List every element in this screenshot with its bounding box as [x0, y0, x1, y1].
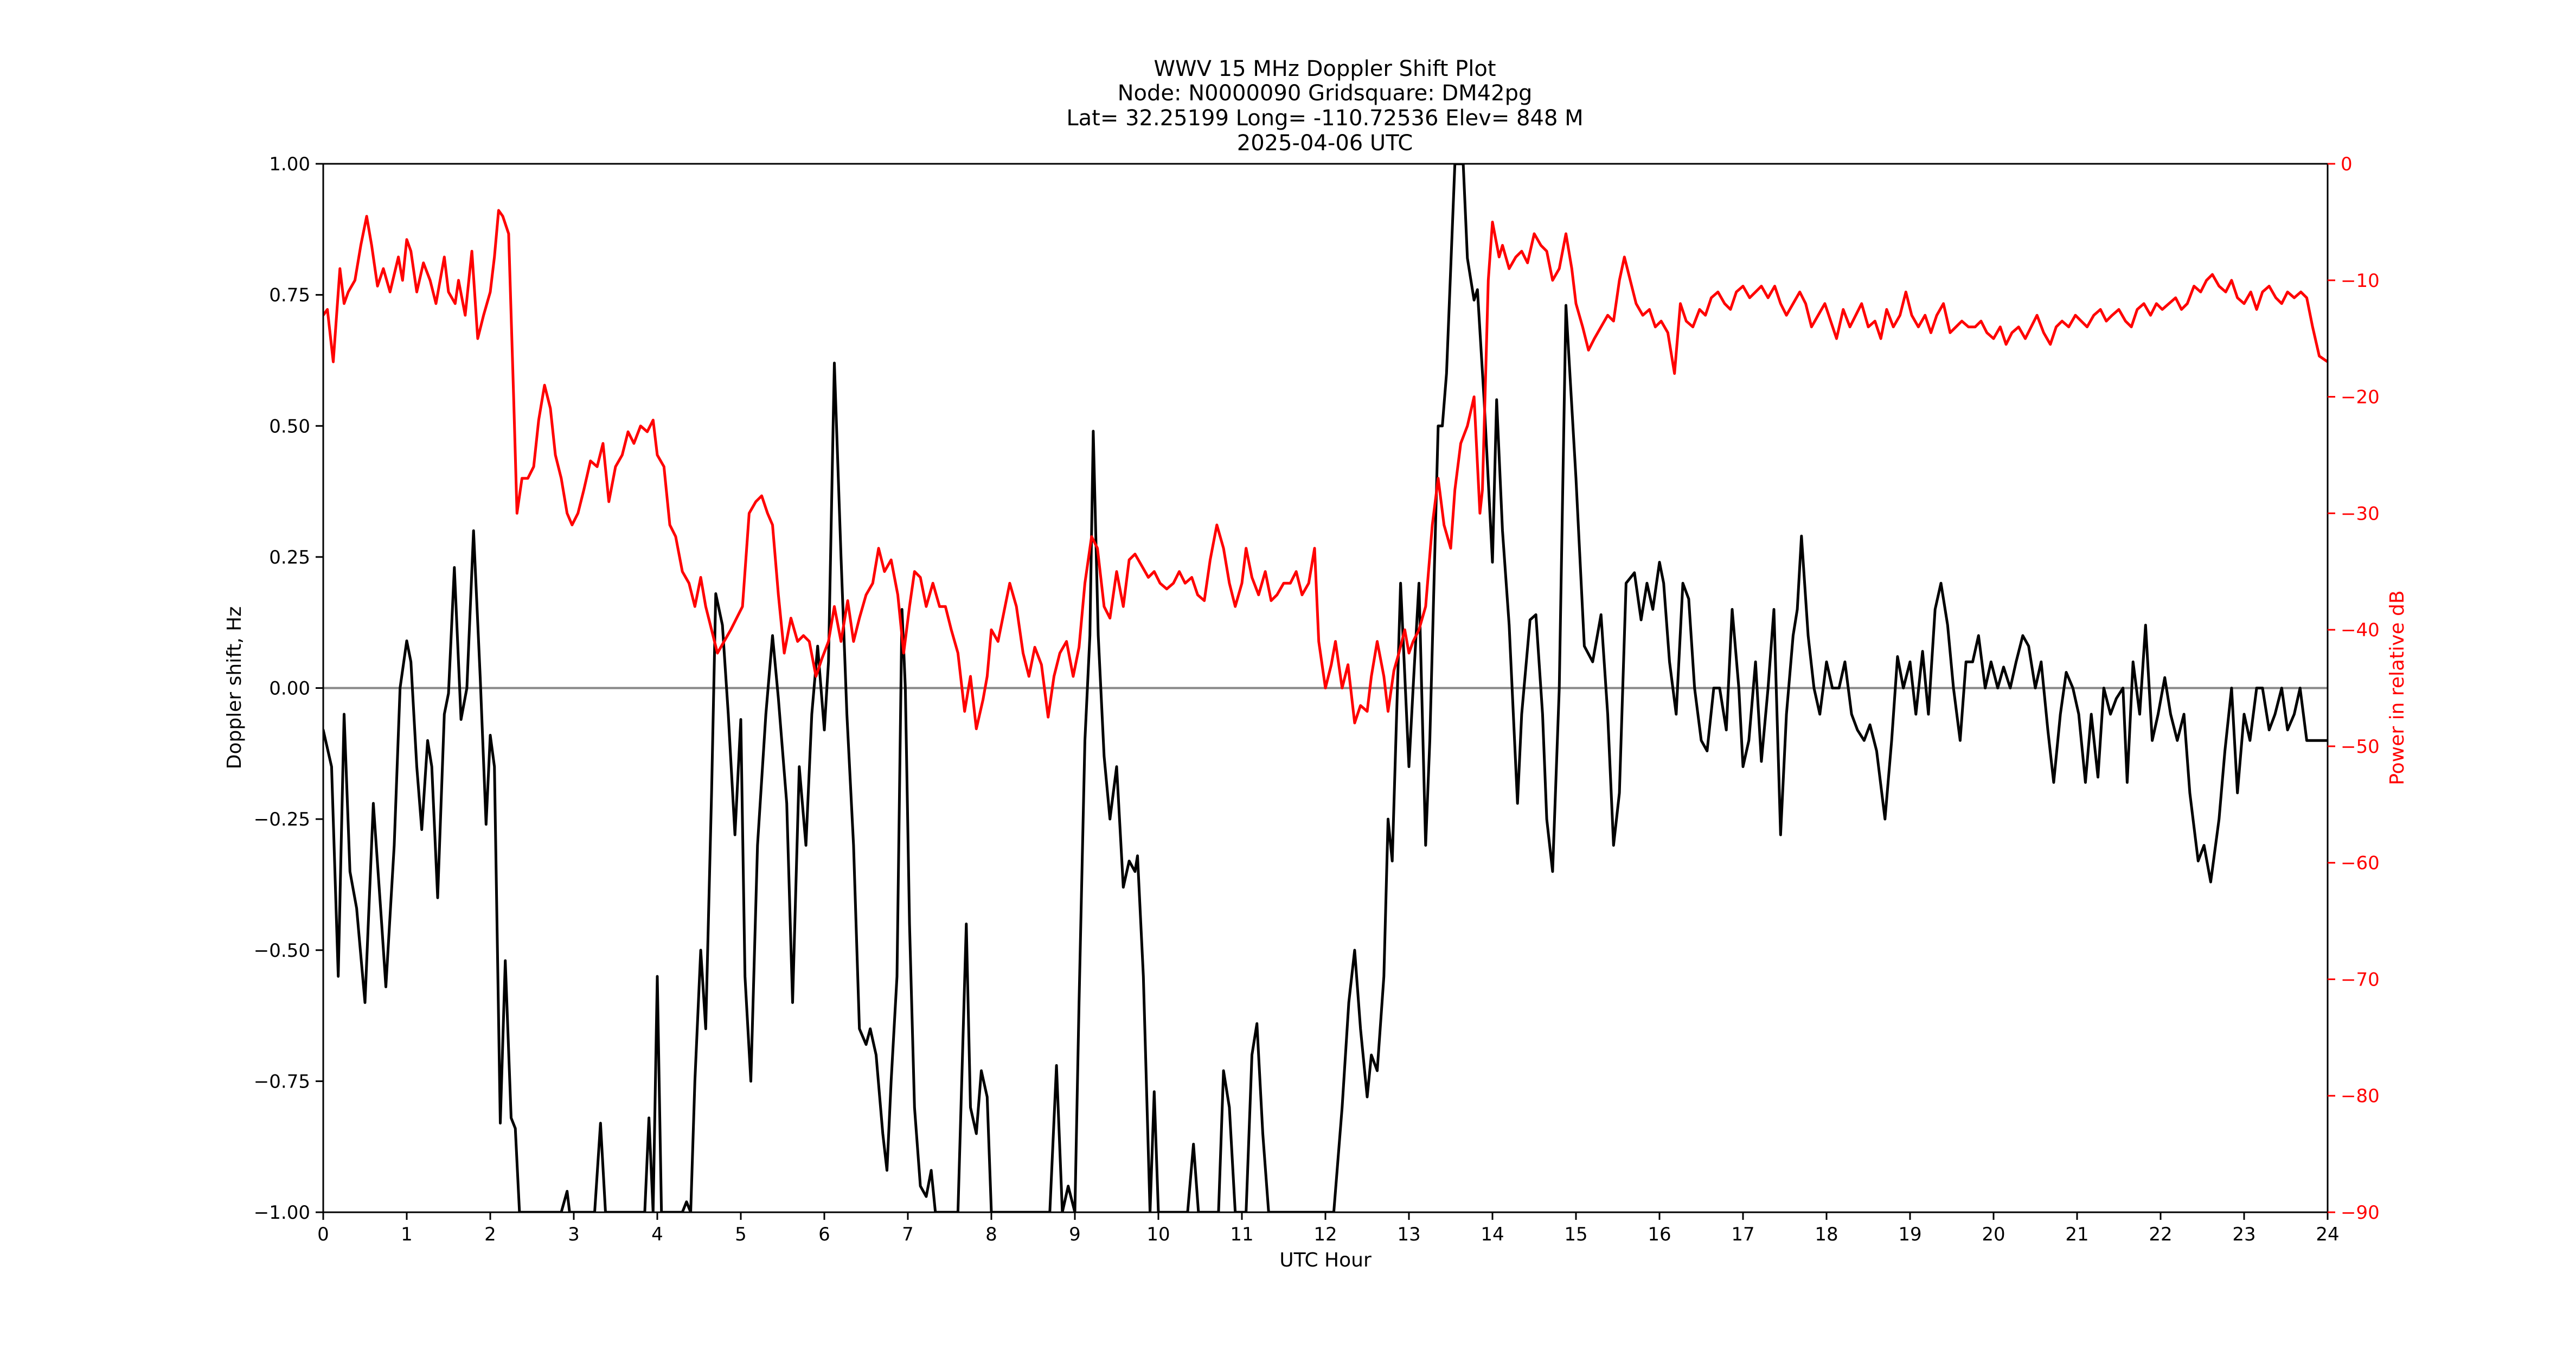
x-tick-label: 1 [401, 1224, 413, 1245]
x-tick-label: 14 [1481, 1224, 1504, 1245]
y-axis-right-label: Power in relative dB [2386, 590, 2408, 785]
y-right-tick-label: −80 [2341, 1085, 2380, 1107]
y-left-tick-label: −1.00 [254, 1202, 310, 1224]
x-tick-label: 12 [1313, 1224, 1337, 1245]
x-tick-label: 22 [2149, 1224, 2172, 1245]
x-tick-label: 13 [1397, 1224, 1420, 1245]
x-tick-label: 6 [818, 1224, 830, 1245]
y-right-tick-label: −50 [2341, 736, 2380, 758]
doppler-series-line [323, 164, 2328, 1212]
y-right-tick-label: −20 [2341, 387, 2380, 408]
y-left-tick-label: −0.25 [254, 809, 310, 830]
y-right-tick-label: −60 [2341, 853, 2380, 874]
x-tick-label: 24 [2316, 1224, 2339, 1245]
x-tick-label: 3 [568, 1224, 580, 1245]
x-tick-label: 10 [1146, 1224, 1170, 1245]
x-axis-label: UTC Hour [1279, 1249, 1372, 1271]
x-axis: 0 1 2 3 4 5 6 7 8 9 10 11 12 13 14 15 16 17 18 19 20 21 22 23 24 [317, 1212, 2340, 1245]
x-tick-label: 20 [1982, 1224, 2005, 1245]
y-left-tick-label: −0.75 [254, 1071, 310, 1092]
title-line-2: Node: N0000090 Gridsquare: DM42pg [1118, 81, 1533, 106]
x-tick-label: 2 [484, 1224, 496, 1245]
y-left-tick-label: 1.00 [269, 153, 310, 175]
x-tick-label: 7 [902, 1224, 914, 1245]
title-line-1: WWV 15 MHz Doppler Shift Plot [1154, 56, 1496, 81]
y-right-tick-label: −40 [2341, 619, 2380, 641]
x-tick-label: 16 [1648, 1224, 1671, 1245]
y-left-tick-label: 0.25 [269, 547, 310, 568]
y-left-tick-label: 0.50 [269, 415, 310, 437]
chart-title: WWV 15 MHz Doppler Shift Plot Node: N000… [1066, 56, 1583, 156]
y-right-tick-label: −90 [2341, 1202, 2380, 1224]
x-tick-label: 4 [651, 1224, 663, 1245]
y-right-tick-label: −30 [2341, 503, 2380, 525]
y-right-tick-label: 0 [2341, 153, 2353, 175]
x-tick-label: 23 [2232, 1224, 2255, 1245]
x-tick-label: 11 [1230, 1224, 1253, 1245]
title-line-4: 2025-04-06 UTC [1237, 131, 1413, 156]
x-tick-label: 9 [1069, 1224, 1081, 1245]
series-layer [323, 164, 2328, 1212]
y-left-tick-label: −0.50 [254, 940, 310, 962]
y-axis-left: −1.00 −0.75 −0.50 −0.25 0.00 0.25 0.50 0.75 1.00 [254, 153, 323, 1224]
x-tick-label: 0 [317, 1224, 329, 1245]
y-left-tick-label: 0.75 [269, 285, 310, 306]
power-series-line [323, 209, 2328, 731]
y-axis-right: −90 −80 −70 −60 −50 −40 −30 −20 −10 0 [2328, 153, 2380, 1224]
x-tick-label: 5 [735, 1224, 747, 1245]
y-right-tick-label: −10 [2341, 270, 2380, 292]
x-tick-label: 19 [1898, 1224, 1921, 1245]
x-tick-label: 15 [1564, 1224, 1587, 1245]
y-axis-left-label: Doppler shift, Hz [223, 606, 246, 769]
x-tick-label: 8 [985, 1224, 997, 1245]
y-left-tick-label: 0.00 [269, 678, 310, 700]
x-tick-label: 21 [2065, 1224, 2088, 1245]
x-tick-label: 17 [1731, 1224, 1754, 1245]
y-right-tick-label: −70 [2341, 969, 2380, 990]
title-line-3: Lat= 32.25199 Long= -110.72536 Elev= 848… [1066, 106, 1583, 131]
x-tick-label: 18 [1815, 1224, 1838, 1245]
